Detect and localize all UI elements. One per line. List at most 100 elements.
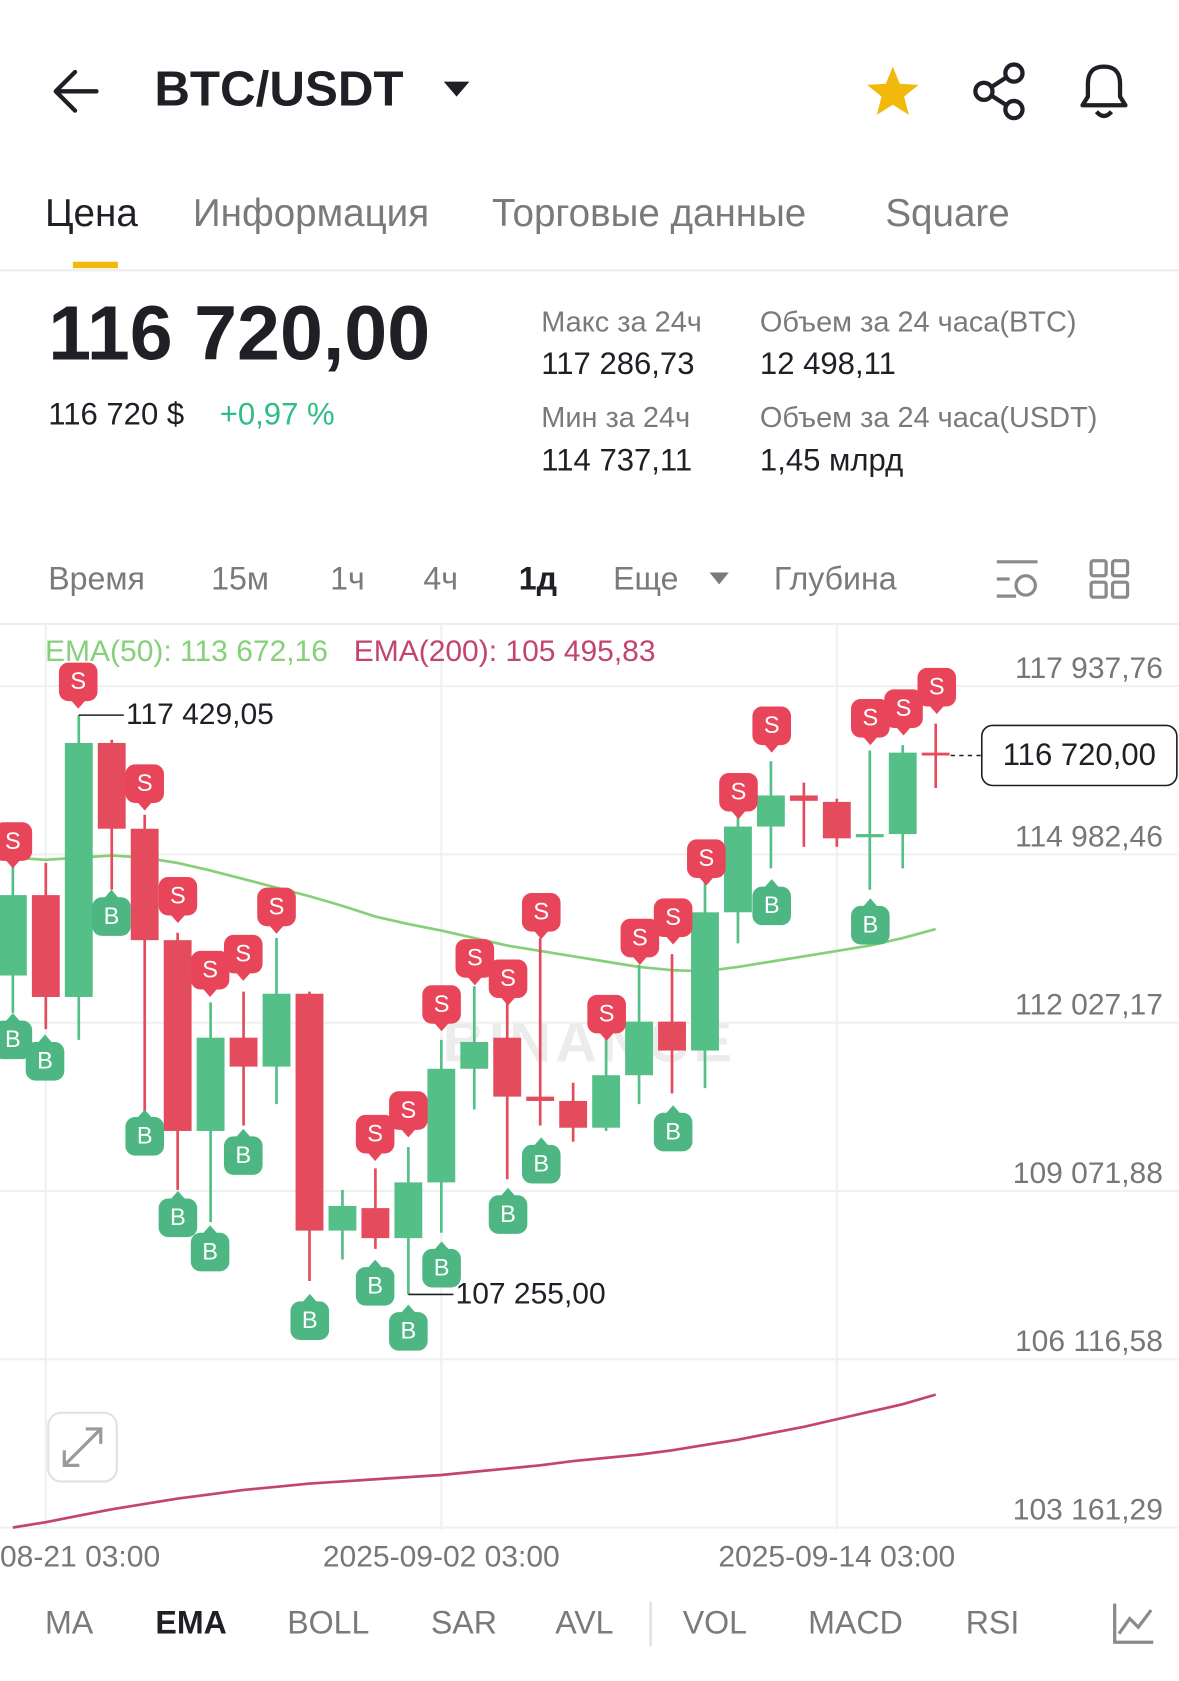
marker-pointer xyxy=(665,935,681,945)
y-tick-label: 103 161,29 xyxy=(1013,1493,1163,1526)
pair-dropdown[interactable] xyxy=(443,81,470,97)
annotation-label: 117 429,05 xyxy=(126,698,274,731)
marker-pointer xyxy=(764,879,780,888)
candle-body xyxy=(888,752,917,835)
marker-label: S xyxy=(137,770,153,796)
marker-badge xyxy=(653,898,693,937)
trade-marker: S xyxy=(620,918,660,965)
marker-label: B xyxy=(665,1118,681,1144)
y-tick-label: 114 982,46 xyxy=(1015,820,1163,853)
candle-body xyxy=(789,795,818,801)
marker-badge xyxy=(92,897,131,936)
candle-body xyxy=(460,1041,489,1069)
indicator-settings[interactable] xyxy=(1113,1603,1154,1644)
marker-badge xyxy=(224,1136,263,1175)
marker-label: B xyxy=(302,1307,318,1333)
trade-marker: S xyxy=(58,662,98,709)
marker-pointer xyxy=(170,914,186,924)
trade-marker: S xyxy=(389,1091,428,1138)
trade-marker: S xyxy=(851,699,890,746)
marker-label: S xyxy=(764,712,780,738)
marker-badge xyxy=(752,706,792,746)
marker-pointer xyxy=(5,1013,21,1022)
interval[interactable]: 1д xyxy=(519,561,557,597)
tab[interactable]: Square xyxy=(885,192,1009,235)
y-tick-label: 117 937,76 xyxy=(1015,652,1163,685)
marker-label: B xyxy=(367,1273,383,1299)
marker-label: B xyxy=(764,892,780,918)
fiat-price: 116 720 $ xyxy=(48,396,184,431)
marker-badge xyxy=(355,1114,395,1154)
indicator-tab[interactable]: MA xyxy=(45,1605,94,1641)
marker-pointer xyxy=(862,736,878,746)
alert-bell[interactable] xyxy=(1080,64,1128,119)
marker-pointer xyxy=(5,859,21,869)
marker-badge xyxy=(389,1091,428,1130)
indicator-tab[interactable]: AVL xyxy=(555,1605,613,1641)
back-button[interactable] xyxy=(53,69,99,113)
interval[interactable]: 1ч xyxy=(330,561,365,597)
trade-marker: B xyxy=(0,1013,33,1060)
trade-marker: S xyxy=(488,959,528,1006)
stat-label: Объем за 24 часа(USDT) xyxy=(760,402,1097,434)
x-tick-label: 08-21 03:00 xyxy=(0,1541,160,1574)
expand-button[interactable] xyxy=(47,1411,118,1483)
marker-label: B xyxy=(170,1204,186,1230)
more-dropdown[interactable] xyxy=(709,572,729,585)
candle-body xyxy=(64,742,93,997)
marker-pointer xyxy=(202,1225,218,1234)
marker-badge xyxy=(488,1195,528,1234)
candle-body xyxy=(855,834,884,838)
tab[interactable]: Цена xyxy=(45,192,138,235)
candle-body xyxy=(229,1037,258,1067)
interval[interactable]: 4ч xyxy=(423,561,458,597)
indicator-tab[interactable]: MACD xyxy=(808,1605,903,1641)
chart-settings[interactable] xyxy=(996,560,1038,598)
interval[interactable]: Время xyxy=(48,561,145,597)
marker-label: S xyxy=(70,668,86,694)
marker-badge xyxy=(257,887,296,927)
favorite-star[interactable] xyxy=(867,66,919,115)
candle-body xyxy=(262,993,291,1067)
trade-marker: B xyxy=(521,1137,561,1184)
candle-body xyxy=(921,752,950,756)
trade-marker: B xyxy=(355,1259,395,1306)
x-tick-label: 2025-09-14 03:00 xyxy=(718,1541,955,1574)
indicator-tab[interactable]: SAR xyxy=(431,1605,497,1641)
trade-marker: S xyxy=(719,772,758,820)
indicator-tab[interactable]: BOLL xyxy=(287,1605,369,1641)
trade-marker: S xyxy=(653,898,693,945)
marker-label: S xyxy=(632,924,648,950)
marker-pointer xyxy=(202,988,218,997)
marker-badge xyxy=(851,699,890,738)
tab[interactable]: Торговые данные xyxy=(492,192,806,235)
interval[interactable]: Глубина xyxy=(774,561,897,597)
marker-label: B xyxy=(862,911,878,937)
marker-label: S xyxy=(533,899,549,925)
indicator-tab[interactable]: RSI xyxy=(966,1605,1020,1641)
candle-body xyxy=(295,993,324,1231)
trade-marker: S xyxy=(422,985,461,1032)
marker-pointer xyxy=(367,1152,383,1161)
price-box xyxy=(980,724,1178,787)
marker-badge xyxy=(25,1042,65,1081)
y-tick-label: 106 116,58 xyxy=(1015,1325,1163,1358)
marker-badge xyxy=(190,1232,230,1272)
marker-badge xyxy=(884,689,923,728)
marker-label: S xyxy=(862,705,878,731)
interval[interactable]: Еще xyxy=(613,561,678,597)
layout-button[interactable] xyxy=(1089,559,1130,599)
interval[interactable]: 15м xyxy=(211,561,269,597)
indicator-tab[interactable]: EMA xyxy=(155,1605,226,1641)
marker-pointer xyxy=(70,700,86,709)
share-button[interactable] xyxy=(973,62,1025,121)
pair-title[interactable]: BTC/USDT xyxy=(154,61,403,116)
trade-marker: B xyxy=(158,1190,198,1238)
tab[interactable]: Информация xyxy=(193,192,429,235)
marker-badge xyxy=(752,886,792,926)
candle-body xyxy=(394,1182,423,1239)
indicator-tab[interactable]: VOL xyxy=(683,1605,747,1641)
marker-pointer xyxy=(137,1109,153,1119)
trade-marker: S xyxy=(884,689,923,736)
